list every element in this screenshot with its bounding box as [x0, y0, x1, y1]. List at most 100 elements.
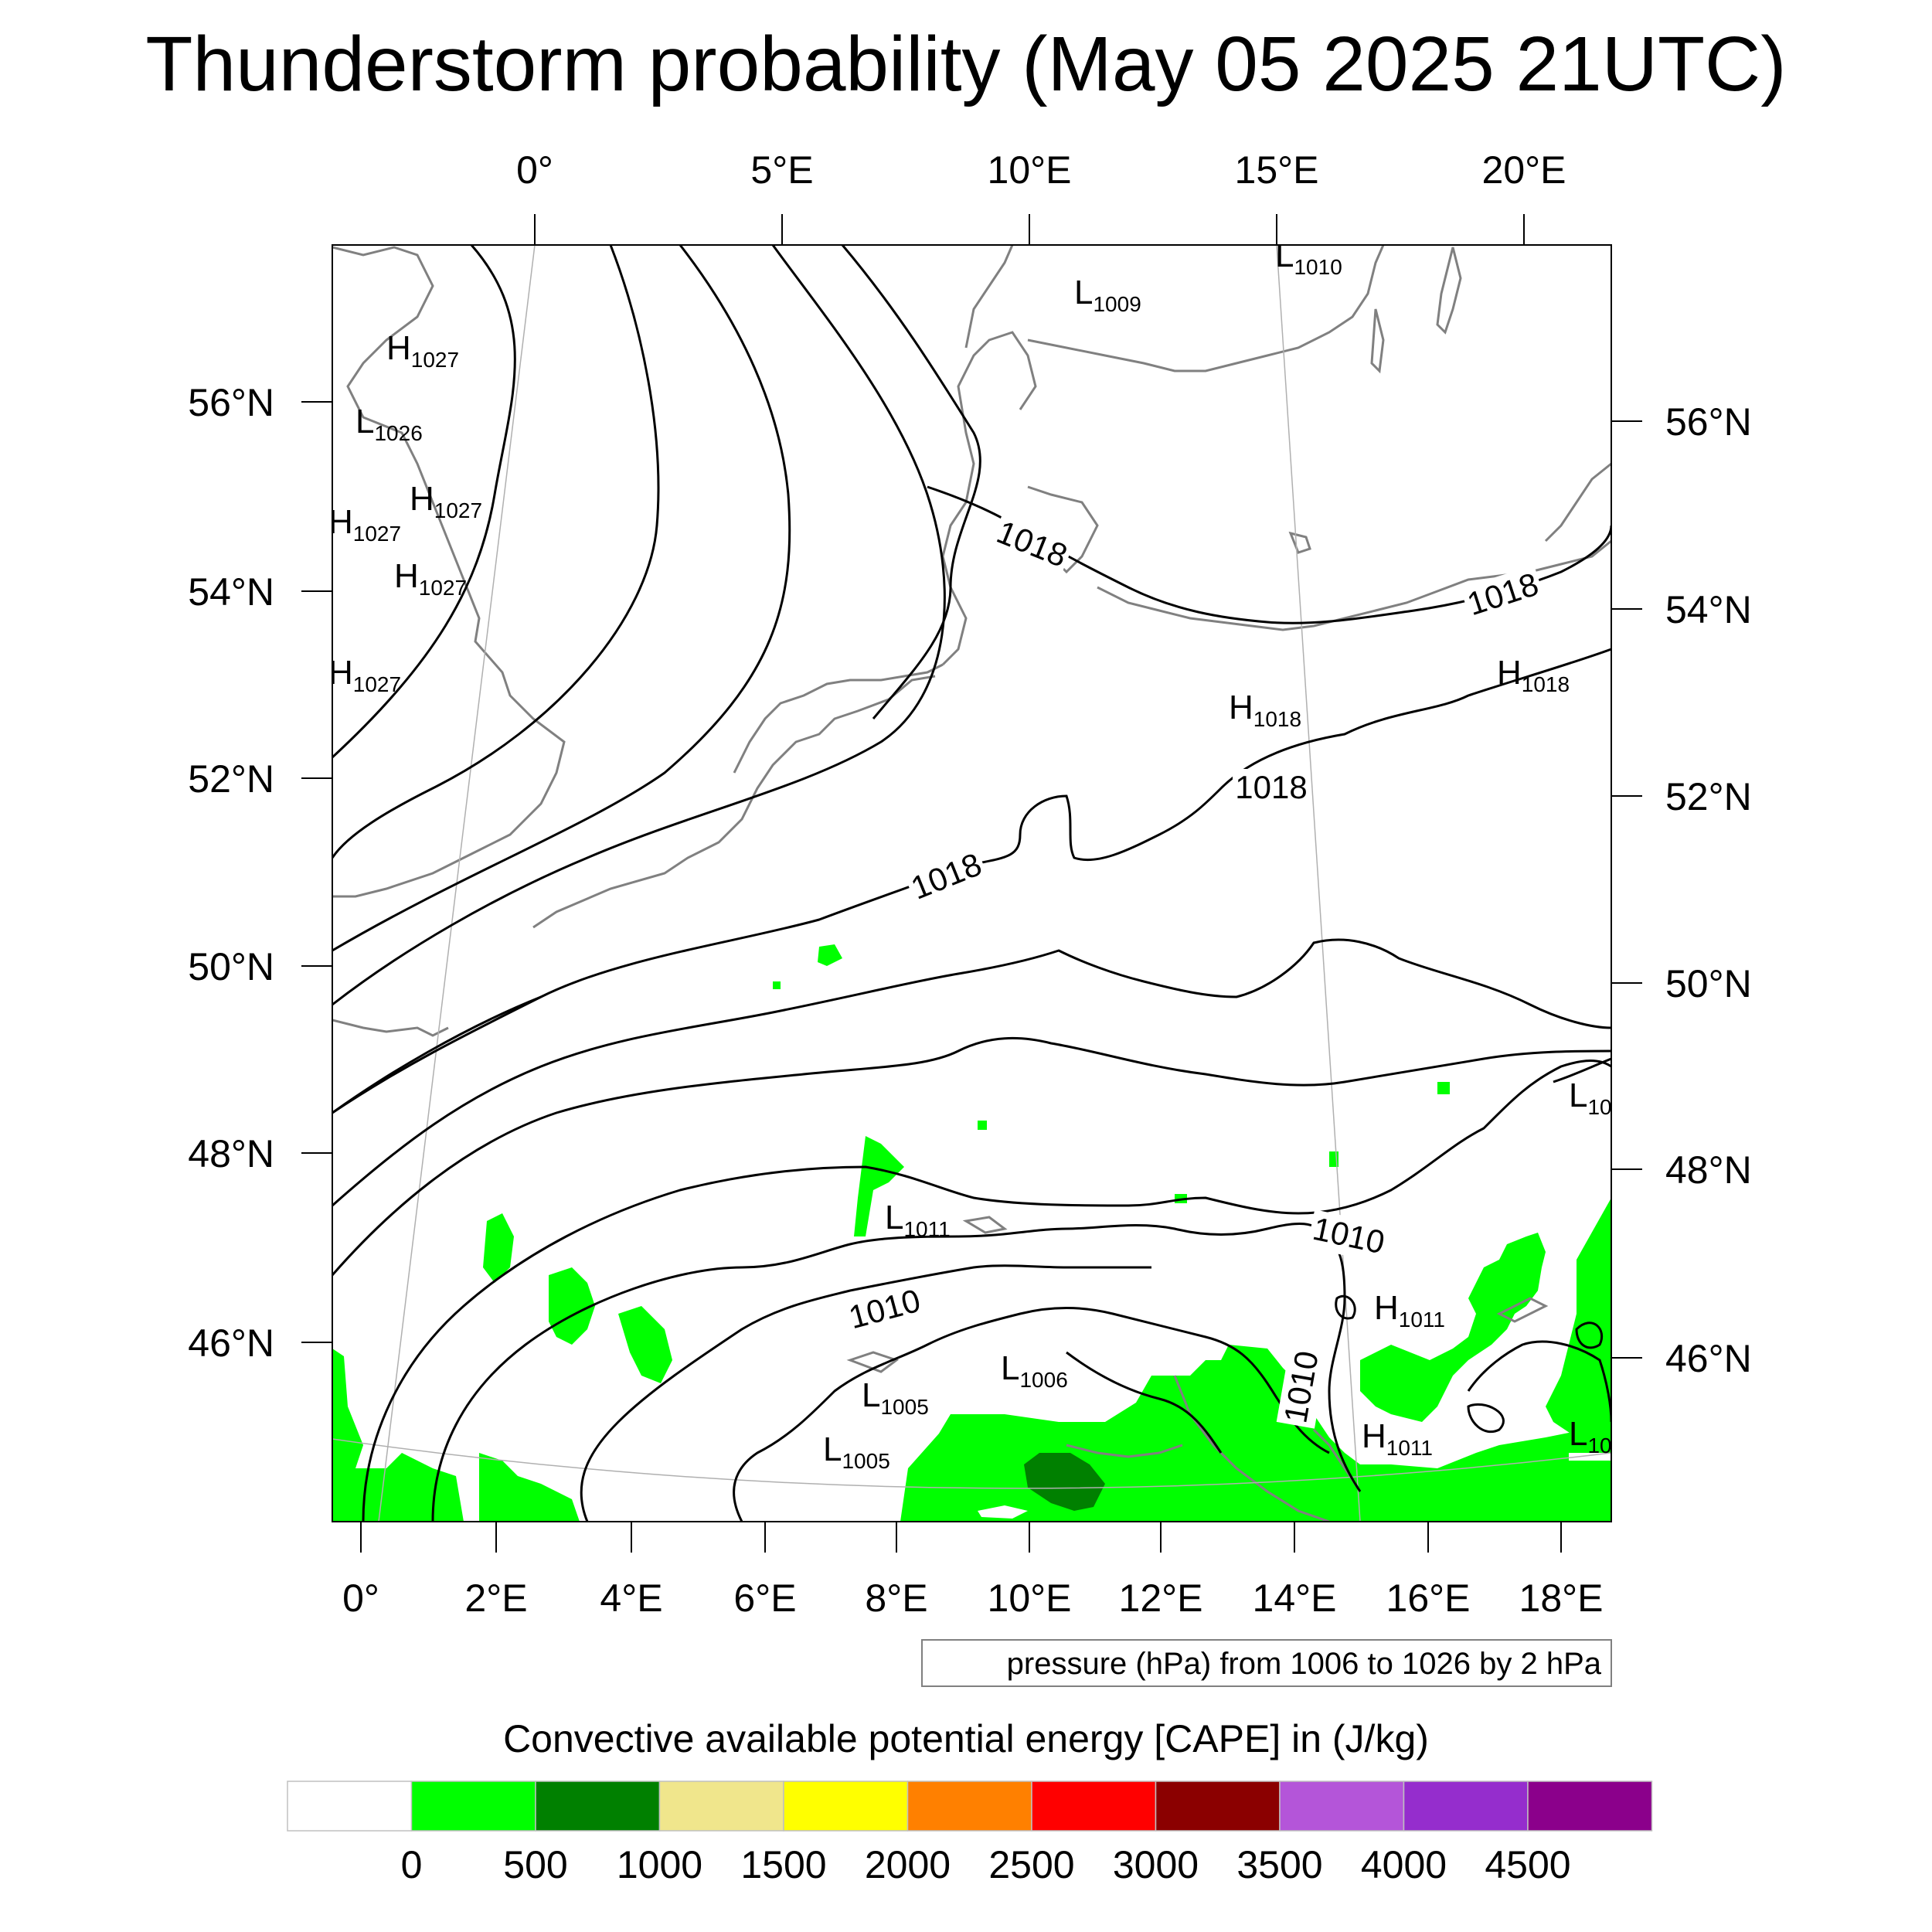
- cape-area-west: [332, 1349, 464, 1522]
- parallel-45n: [332, 1438, 1611, 1489]
- top-lon-label: 20°E: [1482, 148, 1566, 192]
- top-lon-label: 15°E: [1235, 148, 1319, 192]
- cape-area-france3: [483, 1213, 514, 1283]
- colorbar-tick-label: 4000: [1361, 1843, 1447, 1886]
- colorbar-tick-label: 500: [503, 1843, 567, 1886]
- isobar-alps-a: [580, 1264, 1151, 1522]
- left-lat-label: 54°N: [188, 570, 274, 614]
- right-axis: [1611, 420, 1642, 1359]
- pressure-center: L1010: [1275, 236, 1342, 279]
- cape-dot-2: [1437, 1082, 1450, 1094]
- bottom-lon-label: 6°E: [733, 1577, 796, 1620]
- isobar-c: [332, 245, 791, 952]
- right-lat-label: 52°N: [1665, 775, 1752, 818]
- pressure-center: H1011: [1374, 1289, 1445, 1332]
- isobar-1010: [431, 1222, 1362, 1522]
- pressure-center: H1018: [1497, 654, 1570, 696]
- map-panel: 1018 1018 1018 1018 1010 1010 1010 H1027…: [328, 236, 1612, 1522]
- isobar-alps-c: [1066, 1351, 1223, 1454]
- map-border: [332, 244, 1612, 1522]
- coast-bornholm: [1288, 531, 1311, 554]
- colorbar-tick-label: 0: [401, 1843, 423, 1886]
- colorbar-title: Convective available potential energy [C…: [503, 1717, 1429, 1760]
- right-axis-labels: 56°N 54°N 52°N 50°N 48°N 46°N: [1665, 400, 1752, 1380]
- isobar-h: [362, 1060, 1611, 1522]
- bottom-axis: [360, 1522, 1562, 1553]
- coast-germany-nw: [941, 331, 1037, 666]
- lake-geneva: [846, 1351, 900, 1373]
- top-lon-label: 5°E: [750, 148, 813, 192]
- colorbar-tick-label: 2500: [988, 1843, 1074, 1886]
- isobar-small-3: [1335, 1295, 1356, 1320]
- contour-info-box: pressure (hPa) from 1006 to 1026 by 2 hP…: [921, 1639, 1612, 1687]
- pressure-center: H1011: [1362, 1417, 1433, 1460]
- top-lon-label: 10°E: [988, 148, 1072, 192]
- cape-shading-white: [978, 1453, 1611, 1519]
- colorbar-swatch: [1031, 1781, 1157, 1832]
- colorbar: 0 500 1000 1500 2000 2500 3000 3500 4000 4500: [287, 1781, 1653, 1886]
- pressure-center: L1006: [1001, 1349, 1068, 1392]
- coast-netherlands: [733, 663, 944, 774]
- pressure-center: L1026: [355, 403, 423, 445]
- cape-area-east2: [1546, 1198, 1611, 1437]
- pressure-center: H1027: [386, 329, 459, 372]
- cape-area-east: [1360, 1233, 1546, 1422]
- left-axis: [301, 401, 332, 1343]
- pressure-center: H1027: [328, 654, 401, 696]
- cape-dot-5: [773, 981, 781, 989]
- isobar-1018-main: [332, 648, 1611, 1114]
- coast-france-north: [532, 675, 936, 929]
- left-lat-label: 48°N: [188, 1132, 274, 1175]
- cape-shading: [332, 944, 1611, 1522]
- pressure-center: L1005: [862, 1376, 929, 1419]
- bottom-lon-label: 2°E: [464, 1577, 527, 1620]
- right-lat-label: 50°N: [1665, 962, 1752, 1005]
- cape-area-france1: [549, 1267, 595, 1345]
- colorbar-swatch: [783, 1781, 909, 1832]
- isobar-small-1: [1467, 1403, 1505, 1434]
- right-lat-label: 56°N: [1665, 400, 1752, 444]
- colorbar-swatch: [906, 1781, 1032, 1832]
- left-lat-label: 56°N: [188, 381, 274, 424]
- isobar-g: [332, 1036, 1611, 1276]
- coast-gotland: [1436, 247, 1462, 335]
- colorbar-tick-label: 3500: [1236, 1843, 1322, 1886]
- pressure-center: L1011: [885, 1199, 951, 1241]
- isobar-d: [332, 245, 946, 1006]
- bottom-lon-label: 0°: [342, 1577, 379, 1620]
- isobar-east-1: [1553, 1057, 1611, 1083]
- right-lat-label: 54°N: [1665, 588, 1752, 631]
- left-lat-label: 46°N: [188, 1321, 274, 1365]
- coast-italy-north: [1066, 1444, 1183, 1458]
- bottom-lon-label: 16°E: [1386, 1577, 1471, 1620]
- cape-shading-mid: [1024, 1453, 1105, 1511]
- coast-sweden-west: [964, 245, 1014, 349]
- pressure-center: H1027: [394, 557, 467, 600]
- pressure-center: L10: [1569, 1415, 1612, 1458]
- isobar-f: [332, 938, 1611, 1207]
- colorbar-swatch: [658, 1781, 784, 1832]
- isobar-sw-1: [332, 995, 542, 1114]
- colorbar-swatch: [1527, 1781, 1653, 1832]
- colorbar-swatch: [1279, 1781, 1405, 1832]
- colorbar-swatch: [1403, 1781, 1529, 1832]
- coast-baltic-east: [1544, 462, 1611, 543]
- coast-uk-east: [332, 246, 566, 898]
- colorbar-tick-label: 4500: [1485, 1843, 1570, 1886]
- pressure-center: L10: [1569, 1077, 1612, 1119]
- pressure-center: L1005: [823, 1430, 890, 1473]
- colorbar-swatch: [535, 1781, 661, 1832]
- isobar-alps-b: [733, 1307, 1330, 1522]
- pressure-center: H1027: [328, 503, 401, 546]
- contour-label: 1018: [1235, 769, 1307, 805]
- isobar-b: [332, 245, 660, 859]
- coast-sweden-south: [1027, 245, 1385, 372]
- colorbar-swatch: [287, 1781, 413, 1832]
- meridian-15e: [1276, 245, 1361, 1522]
- colorbar-tick-label: 2000: [865, 1843, 951, 1886]
- pressure-center: H1018: [1229, 689, 1301, 731]
- colorbar-swatch: [410, 1781, 536, 1832]
- cape-area-west2: [479, 1453, 580, 1522]
- bottom-lon-label: 10°E: [988, 1577, 1072, 1620]
